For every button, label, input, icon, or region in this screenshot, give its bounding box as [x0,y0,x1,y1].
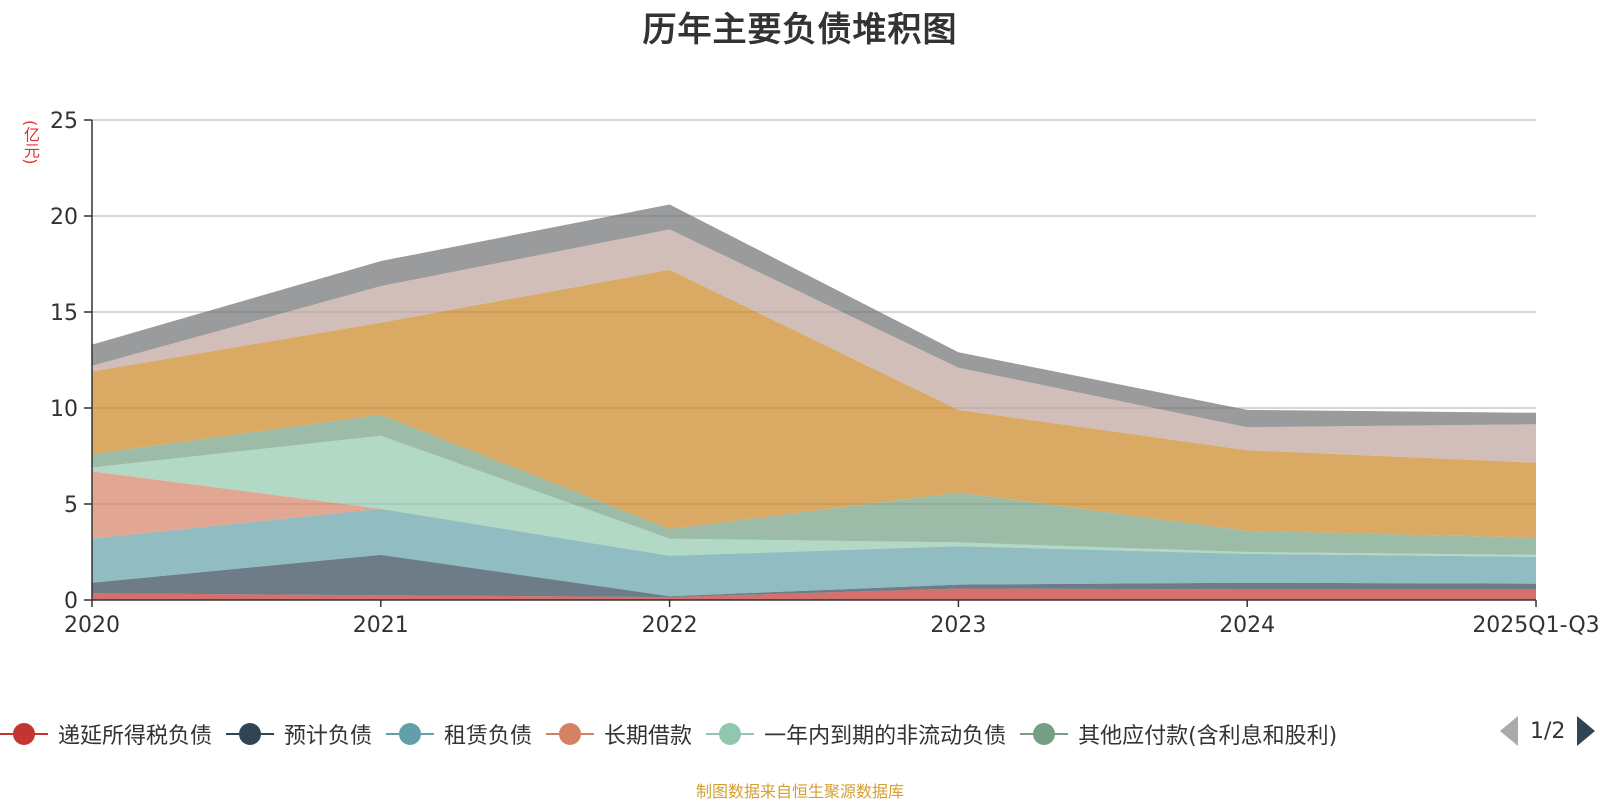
legend-marker-icon [546,723,595,745]
legend-label: 长期借款 [604,724,693,749]
y-tick-label: 0 [64,589,78,614]
legend-marker-icon [1020,723,1069,745]
axes: 0 5 10 15 20 25 2020 2021 2022 2023 2024 2025Q1-Q3 [50,109,1600,638]
area-应付账款[interactable] [92,269,1536,538]
y-tick-label: 5 [64,493,78,518]
x-tick-label: 2024 [1219,613,1275,638]
area-series [92,204,1536,601]
legend-item[interactable]: 其他应付款(含利息和股利) [1020,718,1337,750]
area-其他应付款(含利息和股利)[interactable] [92,414,1536,555]
y-tick-label: 25 [50,109,78,134]
x-tick-label: 2022 [642,613,698,638]
chart-title: 历年主要负债堆积图 [642,10,958,50]
area-其他[interactable] [92,204,1536,428]
x-tick-label: 2025Q1-Q3 [1472,613,1599,638]
legend-pager: 1/2 [1500,716,1596,746]
area-应付票据[interactable] [92,229,1536,463]
area-租赁负债[interactable] [92,508,1536,597]
data-source-note: 制图数据来自恒生聚源数据库 [695,782,904,801]
legend-item[interactable]: 租赁负债 [386,718,532,750]
legend-marker-icon [0,723,48,745]
legend-marker-icon [386,723,435,745]
legend-page-number: 1/2 [1530,718,1566,744]
legend-label: 其他应付款(含利息和股利) [1078,724,1338,749]
x-tick-label: 2023 [930,613,986,638]
legend-prev-icon[interactable] [1500,716,1518,746]
legend: 递延所得税负债 预计负债 租赁负债 长期借款 一年内到期的非流动负债 其他应付款(含利息和… [0,716,1351,752]
legend-item[interactable]: 长期借款 [546,718,692,750]
legend-marker-icon [226,723,275,745]
legend-label: 一年内到期的非流动负债 [764,724,1007,749]
legend-item[interactable]: 递延所得税负债 [0,718,212,750]
legend-label: 预计负债 [284,724,373,749]
area-预计负债[interactable] [92,554,1536,598]
legend-next-icon[interactable] [1577,716,1596,746]
legend-item[interactable]: 一年内到期的非流动负债 [706,718,1006,750]
y-tick-label: 15 [50,301,78,326]
area-递延所得税负债[interactable] [92,588,1536,601]
y-tick-label: 10 [50,397,78,422]
area-一年内到期的非流动负债[interactable] [92,435,1536,557]
legend-label: 递延所得税负债 [58,724,213,749]
legend-item[interactable]: 预计负债 [226,718,372,750]
x-tick-label: 2021 [353,613,409,638]
y-axis-unit: (亿元) [21,120,40,165]
x-tick-label: 2020 [64,613,120,638]
legend-label: 租赁负债 [444,724,533,749]
y-tick-label: 20 [50,205,78,230]
legend-marker-icon [706,723,755,745]
